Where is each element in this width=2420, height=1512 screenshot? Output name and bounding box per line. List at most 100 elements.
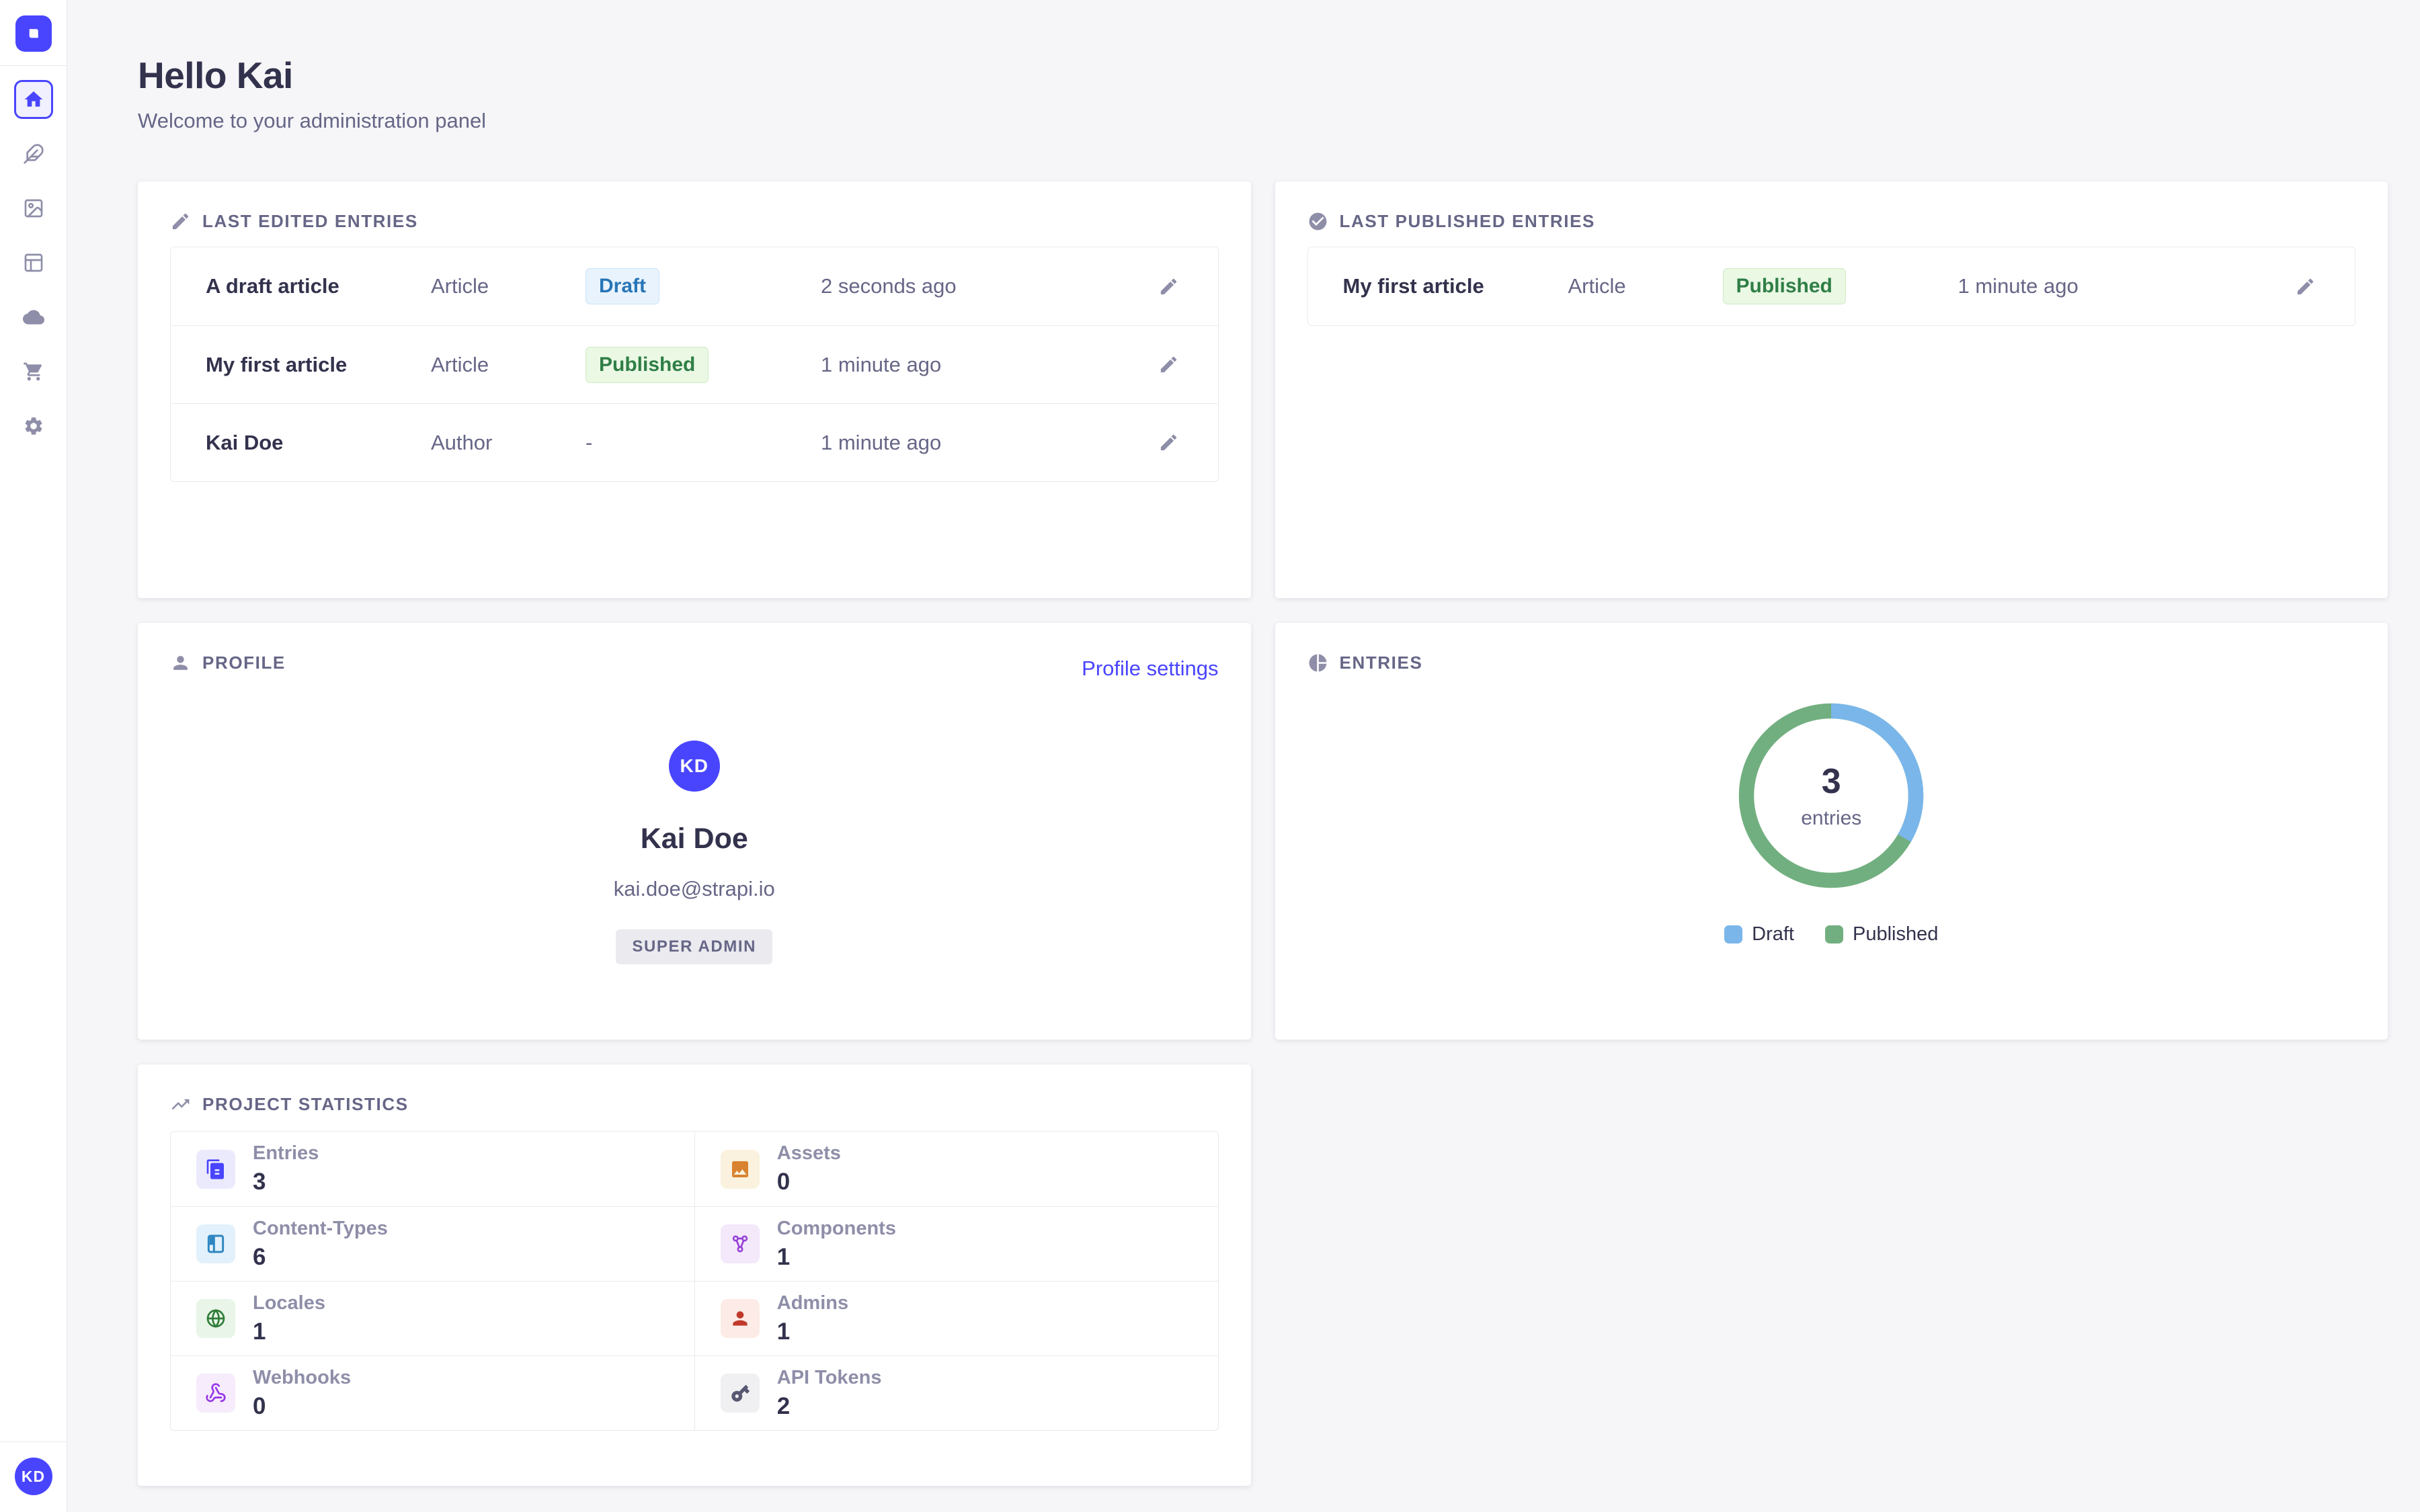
legend-swatch-draft xyxy=(1724,925,1743,943)
entry-status: Published xyxy=(1722,268,1958,304)
entries-total: 3 xyxy=(1821,762,1841,801)
cloud-icon xyxy=(22,310,44,325)
page-subtitle: Welcome to your administration panel xyxy=(138,109,487,132)
entry-time: 1 minute ago xyxy=(821,430,942,454)
entry-type: Author xyxy=(431,430,493,454)
entry-name: Kai Doe xyxy=(206,430,284,454)
globe-icon xyxy=(196,1299,235,1338)
last-published-entries-card: LAST PUBLISHED ENTRIES My first article … xyxy=(1275,181,2388,598)
trending-up-icon xyxy=(171,1099,190,1110)
entry-time: 2 seconds ago xyxy=(821,274,957,298)
user-avatar[interactable]: KD xyxy=(14,1458,52,1495)
donut-center: 3 entries xyxy=(1730,695,1932,896)
layout-icon xyxy=(196,1224,235,1263)
entry-status: Draft xyxy=(586,268,821,304)
profile-header: PROFILE xyxy=(170,653,1219,673)
entry-time: 1 minute ago xyxy=(1958,274,2079,298)
profile-body: KD Kai Doe kai.doe@strapi.io SUPER ADMIN xyxy=(170,673,1219,964)
card-title: PROFILE xyxy=(202,653,286,673)
sidebar-divider-top xyxy=(0,65,67,66)
profile-email: kai.doe@strapi.io xyxy=(613,877,775,900)
stat-content-types: Content-Types 6 xyxy=(171,1206,694,1281)
card-title: LAST PUBLISHED ENTRIES xyxy=(1339,211,1595,231)
strapi-logo-icon xyxy=(29,29,38,38)
stat-locales: Locales 1 xyxy=(171,1281,694,1355)
profile-name: Kai Doe xyxy=(640,823,748,855)
key-icon xyxy=(720,1374,760,1413)
sidebar-item-marketplace[interactable] xyxy=(14,352,53,391)
entries-header: ENTRIES xyxy=(1307,653,2356,673)
chart-legend: Draft Published xyxy=(1724,923,1938,946)
sidebar-item-deploy[interactable] xyxy=(14,298,53,337)
strapi-logo[interactable] xyxy=(15,15,52,52)
sidebar-item-content-manager[interactable] xyxy=(14,134,53,173)
table-row[interactable]: My first article Article Published 1 min… xyxy=(1308,247,2355,325)
entry-type: Article xyxy=(431,274,489,298)
feather-icon xyxy=(23,144,44,164)
table-row[interactable]: A draft article Article Draft 2 seconds … xyxy=(171,247,1218,325)
table-row[interactable]: My first article Article Published 1 min… xyxy=(171,325,1218,403)
stat-webhooks: Webhooks 0 xyxy=(171,1355,694,1430)
stat-api-tokens: API Tokens 2 xyxy=(694,1355,1218,1430)
entry-name: My first article xyxy=(206,352,348,376)
cart-icon xyxy=(23,362,42,381)
role-badge: SUPER ADMIN xyxy=(616,929,773,964)
entry-type: Article xyxy=(431,352,489,376)
empty-grid-cell xyxy=(1275,1064,2388,1486)
stat-admins: Admins 1 xyxy=(694,1281,1218,1355)
project-statistics-card: PROJECT STATISTICS Entries 3 Assets 0 xyxy=(138,1064,1251,1486)
card-title: LAST EDITED ENTRIES xyxy=(202,211,418,231)
edit-entry-button[interactable] xyxy=(1154,428,1183,457)
card-title: ENTRIES xyxy=(1339,653,1423,673)
sidebar-item-content-type-builder[interactable] xyxy=(14,243,53,282)
avatar: KD xyxy=(668,741,720,792)
profile-card: PROFILE Profile settings KD Kai Doe kai.… xyxy=(138,623,1251,1040)
card-title: PROJECT STATISTICS xyxy=(202,1094,409,1114)
last-edited-entries-header: LAST EDITED ENTRIES xyxy=(170,211,1219,232)
pencil-icon xyxy=(1160,434,1176,451)
entry-status: - xyxy=(586,430,593,454)
webhook-icon xyxy=(196,1374,235,1413)
stat-assets: Assets 0 xyxy=(694,1132,1218,1206)
entries-total-label: entries xyxy=(1801,807,1862,829)
sidebar-nav xyxy=(13,66,53,461)
legend-item-draft: Draft xyxy=(1724,923,1794,946)
images-icon xyxy=(24,199,42,218)
stat-components: Components 1 xyxy=(694,1206,1218,1281)
sidebar-item-media-library[interactable] xyxy=(14,189,53,228)
pencil-icon xyxy=(1160,278,1176,294)
edit-entry-button[interactable] xyxy=(1154,350,1183,379)
table-row[interactable]: Kai Doe Author - 1 minute ago xyxy=(171,403,1218,481)
main-content: Hello Kai Welcome to your administration… xyxy=(67,0,2420,1512)
check-circle-icon xyxy=(1309,212,1326,230)
last-edited-entries-card: LAST EDITED ENTRIES A draft article Arti… xyxy=(138,181,1251,598)
pencil-icon xyxy=(2297,278,2314,294)
person-icon xyxy=(720,1299,760,1338)
profile-settings-link[interactable]: Profile settings xyxy=(1082,657,1219,680)
entries-donut-chart: 3 entries xyxy=(1730,695,1932,896)
donut-svg xyxy=(1739,703,1924,888)
entries-body: 3 entries Draft Published xyxy=(1307,673,2356,946)
edit-entry-button[interactable] xyxy=(1154,272,1183,301)
entries-card: ENTRIES 3 entries Draft xyxy=(1275,623,2388,1040)
pencil-icon xyxy=(172,213,189,230)
legend-label: Draft xyxy=(1752,923,1794,945)
status-badge: Draft xyxy=(586,268,660,304)
sidebar-divider-bottom xyxy=(0,1441,67,1442)
stat-entries: Entries 3 xyxy=(171,1132,694,1206)
entry-status: Published xyxy=(586,346,821,383)
sidebar: KD xyxy=(0,0,67,1512)
last-published-entries-header: LAST PUBLISHED ENTRIES xyxy=(1307,211,2356,232)
last-published-table: My first article Article Published 1 min… xyxy=(1307,247,2355,326)
edit-entry-button[interactable] xyxy=(2291,272,2320,301)
status-badge: Published xyxy=(586,346,709,383)
entry-name: My first article xyxy=(1342,274,1484,298)
sidebar-item-home[interactable] xyxy=(13,80,53,119)
gear-icon xyxy=(25,417,42,435)
home-icon xyxy=(24,91,42,107)
pie-chart-icon xyxy=(1309,654,1326,672)
legend-item-published: Published xyxy=(1824,923,1938,946)
sidebar-item-settings[interactable] xyxy=(14,407,53,446)
entry-type: Article xyxy=(1568,274,1626,298)
status-badge: Published xyxy=(1722,268,1846,304)
